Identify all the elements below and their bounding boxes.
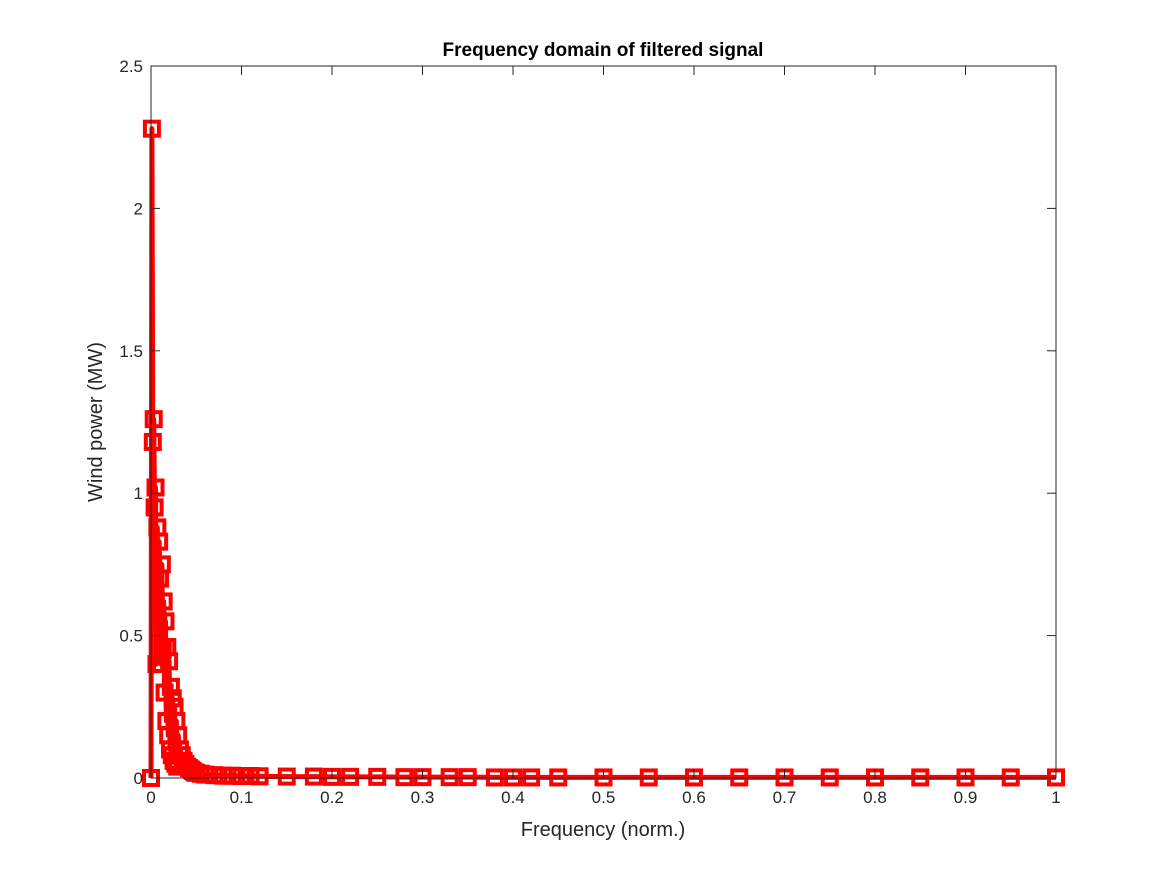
x-tick-label: 0.9 xyxy=(954,788,978,807)
y-tick-label: 1 xyxy=(134,484,143,503)
data-point-marker xyxy=(205,766,224,785)
x-tick-label: 0.5 xyxy=(592,788,616,807)
data-point-marker xyxy=(341,767,360,786)
data-point-marker xyxy=(214,766,233,785)
data-point-marker xyxy=(156,612,175,631)
data-point-marker xyxy=(522,768,541,787)
data-point-marker xyxy=(395,768,414,787)
data-point-marker xyxy=(152,555,171,574)
y-tick-label: 2 xyxy=(134,199,143,218)
data-point-marker xyxy=(250,767,269,786)
data-point-marker xyxy=(368,767,387,786)
data-point-marker xyxy=(549,768,568,787)
axes-box xyxy=(150,65,1057,779)
data-point-marker xyxy=(1001,768,1020,787)
data-point-marker xyxy=(440,768,459,787)
data-point-marker xyxy=(277,767,296,786)
data-point-marker xyxy=(144,410,163,429)
y-axis-label: Wind power (MW) xyxy=(85,342,107,502)
data-point-marker xyxy=(145,498,164,517)
data-point-marker xyxy=(730,768,749,787)
axes-background xyxy=(151,66,1056,778)
data-point-marker xyxy=(142,119,161,138)
x-tick-label: 0.4 xyxy=(501,788,525,807)
y-tick-label: 0.5 xyxy=(119,627,143,646)
x-tick-label: 0.2 xyxy=(320,788,344,807)
y-tick-label: 1.5 xyxy=(119,342,143,361)
data-point-marker xyxy=(196,765,215,784)
x-tick-label: 0.8 xyxy=(863,788,887,807)
y-tick-label: 0 xyxy=(134,769,143,788)
data-point-marker xyxy=(241,767,260,786)
x-tick-label: 0 xyxy=(146,788,155,807)
data-point-marker xyxy=(154,592,173,611)
data-point-marker xyxy=(820,768,839,787)
data-point-marker xyxy=(485,768,504,787)
x-axis-label: Frequency (norm.) xyxy=(521,819,686,841)
x-tick-label: 0.3 xyxy=(411,788,435,807)
y-tick-label: 2.5 xyxy=(119,57,143,76)
x-tick-label: 0.6 xyxy=(682,788,706,807)
data-point-marker xyxy=(223,766,242,785)
data-point-marker xyxy=(150,532,169,551)
chart-title: Frequency domain of filtered signal xyxy=(443,40,764,61)
data-point-marker xyxy=(161,677,180,696)
data-point-marker xyxy=(639,768,658,787)
x-tick-label: 0.1 xyxy=(230,788,254,807)
x-tick-label: 1 xyxy=(1051,788,1060,807)
data-point-marker xyxy=(143,432,162,451)
data-point-marker xyxy=(911,768,930,787)
data-point-marker xyxy=(304,767,323,786)
x-tick-label: 0.7 xyxy=(773,788,797,807)
data-point-marker xyxy=(160,652,179,671)
data-point-marker xyxy=(146,478,165,497)
data-point-marker xyxy=(458,768,477,787)
